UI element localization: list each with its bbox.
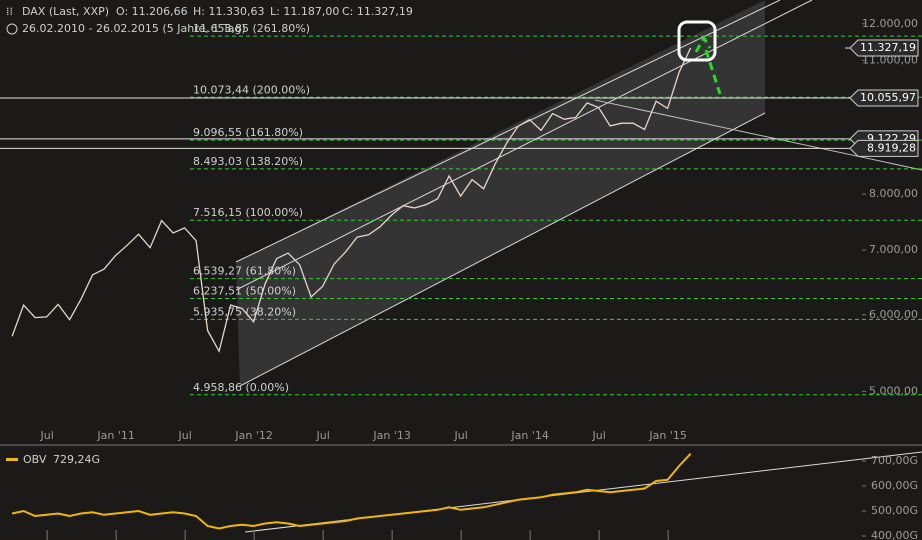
price-line-box — [849, 89, 919, 107]
obv-y-tick-label: 700,00G — [871, 454, 918, 467]
price-line-series — [11, 47, 692, 354]
x-tick-label: Jul — [592, 429, 606, 442]
price-line-box — [849, 139, 919, 157]
fib-label: 6.539,27 (61.80%) — [193, 265, 296, 278]
legend-label: OBV — [23, 453, 47, 466]
channel-lower — [239, 112, 766, 387]
y-tick-label: 7.000,00 — [869, 243, 918, 256]
y-tick-label: 12.000,00 — [862, 17, 918, 30]
obv-y-tick-label: 400,00G — [871, 529, 918, 540]
obv-y-tick-label: 600,00G — [871, 479, 918, 492]
y-tick-label: 6.000,00 — [869, 308, 918, 321]
x-tick-label: Jul — [316, 429, 330, 442]
y-tick-label: 5.000,00 — [869, 384, 918, 397]
trend-line — [594, 99, 922, 171]
clock-icon — [6, 23, 18, 35]
x-tick-label: Jan '12 — [234, 429, 272, 442]
header-open: O: 11.206,66 — [116, 5, 188, 18]
last-price-label: 11.327,19 — [860, 41, 916, 54]
x-tick-label: Jan '13 — [372, 429, 410, 442]
x-tick-label: Jul — [178, 429, 192, 442]
fib-label: 10.073,44 (200.00%) — [193, 83, 310, 96]
fib-label: 9.096,55 (161.80%) — [193, 126, 303, 139]
header-high: H: 11.330,63 — [193, 5, 264, 18]
header-low: L: 11.187,00 — [270, 5, 339, 18]
fib-label: 4.958,86 (0.00%) — [193, 381, 289, 394]
obv-line — [11, 453, 692, 530]
channel-fill — [236, 0, 765, 386]
x-tick-label: Jul — [40, 429, 54, 442]
fib-label: 8.493,03 (138.20%) — [193, 155, 303, 168]
channel-upper — [235, 0, 781, 263]
x-tick-label: Jan '14 — [510, 429, 548, 442]
obv-y-tick-label: 500,00G — [871, 504, 918, 517]
y-tick-label: 8.000,00 — [869, 187, 918, 200]
price-line-label: 8.919,28 — [867, 141, 916, 154]
legend-value: 729,24G — [53, 453, 100, 466]
x-tick-label: Jan '11 — [96, 429, 134, 442]
header-close: C: 11.327,19 — [342, 5, 413, 18]
fib-label: 7.516,15 (100.00%) — [193, 206, 303, 219]
last-price-box — [849, 39, 919, 57]
header-range: 26.02.2010 - 26.02.2015 (5 Jahre, 1 Tag) — [22, 22, 246, 35]
legend-swatch — [6, 458, 18, 461]
y-tick-label: 11.000,00 — [862, 53, 918, 66]
x-tick-label: Jan '15 — [648, 429, 686, 442]
price-line-label: 10.055,97 — [860, 91, 916, 104]
arrow — [694, 35, 722, 95]
header-title: DAX (Last, XXP) — [22, 5, 109, 18]
fib-label: 11.653,85 (261.80%) — [193, 22, 310, 35]
header-icon: ⁞⁞ — [6, 5, 13, 18]
x-tick-label: Jul — [454, 429, 468, 442]
fib-label: 6.237,51 (50.00%) — [193, 284, 296, 297]
highlight-box — [677, 20, 717, 62]
